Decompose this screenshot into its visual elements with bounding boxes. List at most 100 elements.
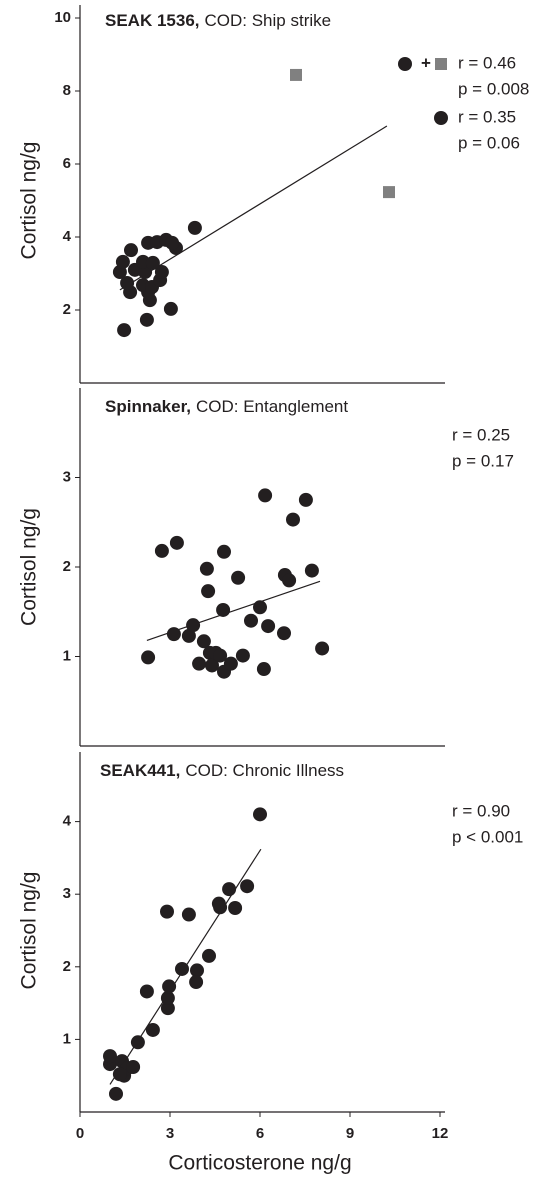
point <box>145 255 160 270</box>
y-tick-label: 3 <box>63 468 71 485</box>
point <box>162 979 177 994</box>
point <box>120 275 135 290</box>
point <box>154 543 169 558</box>
y-tick-label: 1 <box>63 1030 71 1047</box>
legend-marker <box>398 57 412 71</box>
x-axis-label: Corticosterone ng/g <box>168 1152 351 1175</box>
point <box>186 618 201 633</box>
point <box>115 254 130 269</box>
point <box>261 619 276 634</box>
point <box>205 658 219 673</box>
point <box>112 1067 127 1082</box>
stat-text: r = 0.35 <box>458 107 516 126</box>
legend-marker <box>434 111 448 125</box>
x-tick-label: 12 <box>432 1125 449 1142</box>
x-tick-label: 3 <box>166 1125 174 1142</box>
y-tick-label: 1 <box>63 647 71 664</box>
point <box>163 301 178 316</box>
point <box>175 961 189 976</box>
point <box>199 561 214 576</box>
point <box>196 634 211 649</box>
point <box>244 613 258 628</box>
point <box>154 265 169 280</box>
point <box>189 975 204 990</box>
y-tick-label: 6 <box>63 155 71 172</box>
panel-id: SEAK 1536, <box>105 11 200 30</box>
x-tick-label: 9 <box>346 1125 354 1142</box>
point <box>190 963 204 978</box>
point <box>103 1049 117 1064</box>
point <box>145 1022 160 1037</box>
point <box>231 570 246 585</box>
panel-cod: COD: Entanglement <box>196 397 348 416</box>
stat-text: r = 0.46 <box>458 53 516 72</box>
point <box>256 662 271 677</box>
point <box>277 626 291 641</box>
panel-cod: COD: Chronic Illness <box>185 761 344 780</box>
y-tick-label: 2 <box>63 301 71 318</box>
point <box>240 879 255 894</box>
panel-title: Spinnaker, COD: Entanglement <box>105 397 348 416</box>
point <box>160 991 175 1006</box>
y-tick-label: 8 <box>63 82 71 99</box>
point <box>282 573 297 588</box>
point <box>117 323 132 338</box>
point <box>169 535 184 550</box>
point <box>201 584 216 599</box>
legend-joiner: + <box>421 53 431 72</box>
y-tick-label: 4 <box>63 228 72 245</box>
point <box>166 627 181 642</box>
point <box>141 650 156 665</box>
panel-title: SEAK 1536, COD: Ship strike <box>105 11 331 30</box>
y-tick-label: 10 <box>54 9 71 26</box>
y-tick-label: 2 <box>63 958 71 975</box>
point <box>315 641 330 656</box>
point <box>213 900 228 915</box>
point <box>235 648 250 663</box>
panel-cod: COD: Ship strike <box>205 11 332 30</box>
point <box>192 656 207 671</box>
stat-text: p = 0.008 <box>458 79 529 98</box>
point <box>222 882 237 897</box>
stat-text: r = 0.25 <box>452 425 510 444</box>
point <box>216 602 231 617</box>
point <box>217 544 231 559</box>
legend-marker <box>435 58 447 70</box>
point <box>383 186 395 199</box>
point <box>165 235 180 250</box>
point <box>290 68 302 81</box>
point <box>258 488 273 503</box>
point <box>223 656 238 671</box>
point <box>298 492 313 507</box>
stat-text: p = 0.06 <box>458 133 520 152</box>
point <box>286 512 300 527</box>
panel-id: SEAK441, <box>100 761 180 780</box>
y-tick-label: 2 <box>63 558 71 575</box>
point <box>109 1086 123 1101</box>
point <box>228 900 243 915</box>
point <box>139 312 154 327</box>
y-axis-label: Cortisol ng/g <box>18 872 41 990</box>
y-tick-label: 3 <box>63 885 71 902</box>
point <box>202 948 216 963</box>
point <box>126 1059 141 1074</box>
point <box>181 628 196 643</box>
y-tick-label: 4 <box>63 813 72 830</box>
point <box>124 243 138 258</box>
point <box>139 984 154 999</box>
x-tick-label: 0 <box>76 1125 84 1142</box>
point <box>253 600 267 615</box>
x-tick-label: 6 <box>256 1125 264 1142</box>
point <box>130 1035 145 1050</box>
y-axis-label: Cortisol ng/g <box>18 142 41 260</box>
stat-text: r = 0.90 <box>452 801 510 820</box>
point <box>160 1001 175 1016</box>
y-axis-label: Cortisol ng/g <box>18 508 41 626</box>
point <box>187 220 202 235</box>
point <box>181 907 196 922</box>
stat-text: p < 0.001 <box>452 827 523 846</box>
point <box>160 904 174 919</box>
stat-text: p = 0.17 <box>452 451 514 470</box>
panel-title: SEAK441, COD: Chronic Illness <box>100 761 344 780</box>
